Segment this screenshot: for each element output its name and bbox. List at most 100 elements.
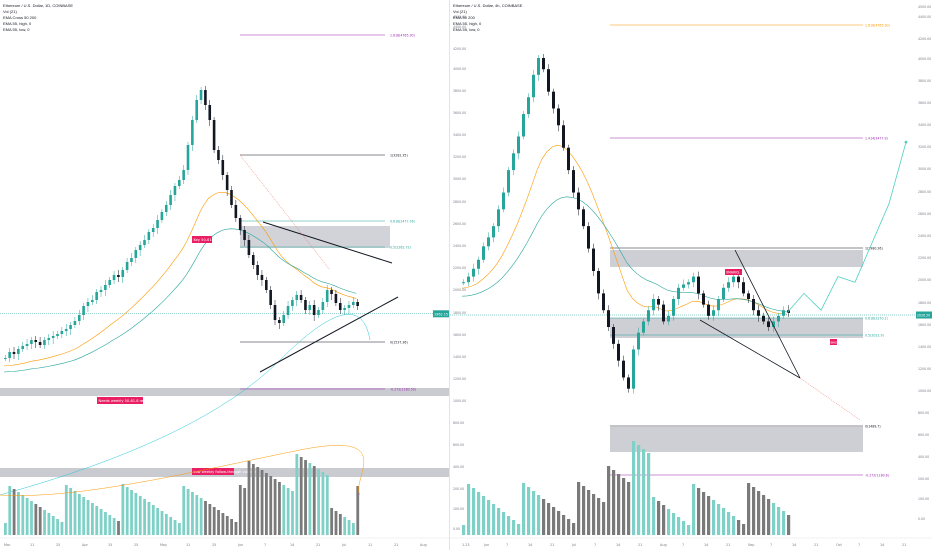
label-b: BNG (831, 341, 838, 345)
ema-line-fast (3, 191, 357, 367)
candle (304, 300, 307, 310)
volume-bar (582, 486, 586, 535)
fib-label: 1.618(4765.30) (865, 24, 890, 28)
volume-bar (647, 453, 651, 535)
volume-bar (517, 524, 521, 535)
wedge-upper (734, 249, 801, 379)
right-legend-title: Ethereum / U.S. Dollar, 4h, COINBASE (453, 3, 523, 8)
price-axis-label: 1000.00 (918, 389, 931, 393)
price-axis-label: 3400.00 (918, 123, 931, 127)
candle (667, 315, 670, 322)
left-chart-canvas[interactable]: 1.618(4765.30) 1(3282.35) 0.618(2477.76) 0.… (0, 0, 450, 550)
volume-bar (212, 507, 216, 535)
candle (343, 308, 346, 310)
price-axis-label: 200.00 (918, 477, 929, 481)
candle (347, 305, 351, 308)
volume-bar (117, 521, 120, 535)
volume-bar (99, 509, 103, 535)
resistance-zone (610, 250, 863, 267)
price-axis-label: 2600.00 (918, 212, 931, 216)
candle (752, 299, 755, 311)
volume-bar (572, 523, 576, 535)
volume-bar (108, 515, 112, 535)
candle (121, 270, 125, 277)
candle (682, 284, 685, 288)
ema-200-line (0, 314, 371, 496)
volume-bar (537, 495, 541, 535)
volume-bar (308, 463, 312, 535)
current-price-tag (916, 311, 932, 319)
volume-bar (286, 488, 290, 535)
volume-bar (208, 504, 212, 535)
candle (243, 230, 246, 240)
candle (532, 74, 535, 98)
candle (477, 259, 480, 269)
candle (151, 228, 155, 232)
volume-bar (622, 478, 626, 535)
x-tick-label: Apr (82, 543, 88, 547)
candle (12, 352, 16, 354)
x-tick-label: 7 (770, 543, 772, 547)
left-legend-indicator: EMA Cross 50 200 (3, 15, 37, 20)
mid-zone (610, 318, 863, 338)
support-zone (0, 388, 450, 396)
price-axis-label: 100.00 (918, 497, 929, 501)
volume-bar (767, 499, 771, 535)
volume-bar (687, 525, 691, 535)
x-tick-label: Jun (237, 543, 243, 547)
candle (269, 290, 272, 305)
candle (522, 114, 525, 137)
right-chart-canvas[interactable]: 4500.00 4400.00 4200.00 4000.00 3800.00 3600.… (450, 0, 932, 550)
x-tick-label: 7 (506, 543, 508, 547)
label-b-bg (830, 339, 837, 345)
right-chart-panel: 4500.00 4400.00 4200.00 4000.00 3800.00 3600.… (450, 0, 932, 550)
candle (212, 120, 216, 150)
left-legend-indicator: EMA 55, low, 0 (3, 27, 30, 32)
volume-bar (577, 482, 581, 535)
volume-bar (173, 520, 177, 535)
candle (199, 90, 203, 100)
volume-bar (217, 510, 220, 535)
candle (160, 212, 164, 220)
candle (482, 246, 485, 260)
resistance-zone (240, 226, 390, 248)
candle (25, 344, 29, 346)
price-axis-label-left: 2400.00 (453, 244, 466, 248)
volume-bar (195, 495, 199, 535)
candle (108, 280, 111, 285)
candle (217, 150, 220, 160)
candle (592, 248, 595, 271)
current-price-value: 2026.50 (917, 314, 930, 318)
volume-bar (597, 498, 601, 535)
candle (204, 90, 207, 105)
trend-dotted (239, 154, 331, 271)
candle (742, 282, 745, 294)
volume-bar (330, 508, 334, 535)
candle (697, 276, 700, 294)
price-axis-label-left: 4200.00 (453, 47, 466, 51)
candle (597, 270, 600, 294)
volume-bar (497, 508, 501, 535)
left-legend-indicator: Vol (21) (3, 9, 17, 14)
label-a: XMARKS (726, 271, 739, 275)
candle (295, 295, 299, 300)
volume-bar (199, 498, 203, 535)
volume-bar (477, 492, 481, 535)
volume-bar (757, 491, 761, 535)
x-tick-label: 21 (394, 543, 398, 547)
ema-line-slow (461, 196, 788, 313)
candle (557, 108, 560, 126)
x-tick-label: 11 (368, 543, 372, 547)
volume-bar (652, 497, 656, 535)
x-tick-label: 11 (186, 543, 190, 547)
x-tick-label: 7 (858, 543, 860, 547)
right-legend-indicator: Vol (21) (453, 9, 467, 14)
candle (762, 315, 765, 322)
candle (182, 170, 185, 180)
candle (627, 377, 630, 389)
price-axis-label: 400.00 (918, 455, 929, 459)
weekly-retracement-label: Needs weekly 50-61.8 retracement (99, 399, 163, 403)
price-axis-label: 3200.00 (918, 145, 931, 149)
volume-bar (243, 488, 247, 535)
volume-bar (43, 510, 46, 535)
